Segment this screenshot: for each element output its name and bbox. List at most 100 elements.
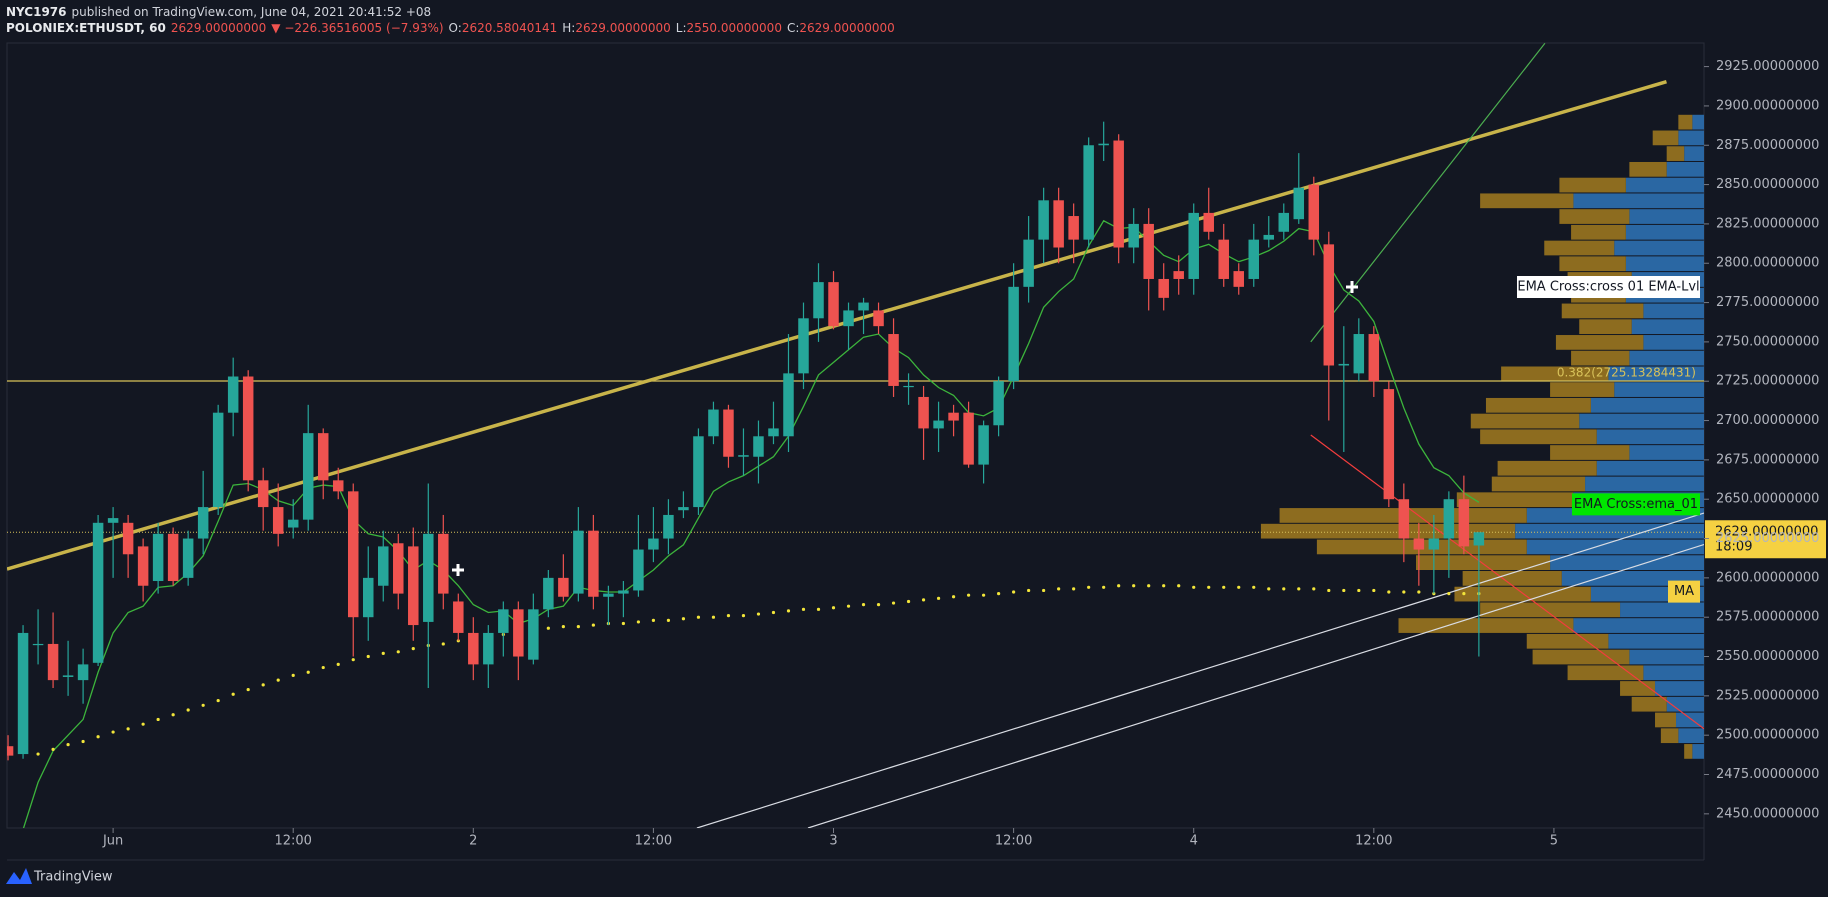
- publish-line: NYC1976 published on TradingView.com, Ju…: [6, 5, 431, 19]
- profile-up: [1629, 445, 1704, 460]
- profile-down: [1485, 397, 1591, 413]
- candle-body: [1308, 184, 1320, 240]
- candle-body: [1443, 499, 1455, 539]
- profile-down: [1470, 413, 1580, 429]
- profile-up: [1678, 130, 1704, 146]
- profile-up: [1629, 350, 1704, 366]
- ma-dot: [96, 735, 100, 739]
- ma-dot: [111, 730, 115, 734]
- candle-body: [122, 522, 134, 555]
- candle-body: [227, 376, 239, 413]
- ma-dot: [1072, 587, 1076, 591]
- profile-down: [1526, 633, 1609, 649]
- ma-dot: [156, 717, 160, 722]
- ohlc-label: H:: [562, 21, 576, 35]
- candle-body: [408, 546, 419, 626]
- candle-body: [513, 609, 524, 657]
- y-tick-label: 2850.00000000: [1716, 177, 1819, 192]
- ma-dot: [1207, 585, 1211, 589]
- profile-down: [1480, 602, 1621, 618]
- y-tick-label: 2625.00000000: [1716, 531, 1819, 546]
- ma-dot: [411, 647, 415, 651]
- signal-label-box: [1517, 276, 1700, 298]
- ma-dot: [291, 673, 295, 678]
- ma-dot: [1327, 588, 1331, 593]
- profile-down: [1567, 665, 1644, 681]
- candle-body: [648, 538, 659, 550]
- candle-body: [963, 412, 974, 465]
- profile-down: [1544, 240, 1615, 256]
- candle-body: [212, 412, 224, 508]
- candle-body: [1398, 499, 1410, 539]
- x-tick-label: 12:00: [274, 834, 311, 849]
- candle-body: [332, 480, 344, 492]
- candle-body: [167, 533, 179, 582]
- candle-body: [1113, 140, 1124, 248]
- candle-body: [993, 381, 1004, 426]
- y-tick-label: 2575.00000000: [1716, 610, 1819, 625]
- candle-body: [1368, 334, 1380, 382]
- y-tick-label: 2525.00000000: [1716, 688, 1819, 703]
- ma-dot: [216, 698, 220, 703]
- ma-label-box: [1668, 580, 1700, 603]
- profile-down: [1559, 209, 1630, 224]
- ema-label: EMA Cross:ema_01: [1574, 497, 1698, 512]
- ma-dot: [1177, 584, 1181, 588]
- profile-down: [1620, 681, 1656, 696]
- candle-body: [1008, 286, 1019, 382]
- ohlc-value: 2629.00000000: [575, 21, 671, 35]
- ma-dot: [1162, 584, 1166, 588]
- candle-body: [633, 549, 644, 591]
- profile-up: [1625, 224, 1704, 240]
- ma-dot: [456, 639, 460, 643]
- profile-up: [1573, 193, 1704, 209]
- profile-up: [1579, 413, 1704, 429]
- labels: 0.382(2725.13284431) EMA Cross:cross 01 E…: [1517, 276, 1826, 603]
- ma-dot: [561, 625, 565, 629]
- candle-body: [393, 543, 404, 594]
- publish-info: published on TradingView.com, June 04, 2…: [71, 5, 432, 19]
- x-tick-label: 12:00: [995, 834, 1032, 849]
- candle-body: [933, 420, 944, 429]
- x-tick-label: 4: [1190, 834, 1198, 849]
- ma-dot: [336, 662, 340, 666]
- profile-up: [1596, 460, 1704, 476]
- ma-dot: [171, 713, 175, 717]
- candle-body: [1473, 532, 1485, 546]
- ma-dot: [1132, 584, 1136, 588]
- ohlc-item: H:2629.00000000: [562, 21, 671, 35]
- candle-body: [1023, 239, 1034, 287]
- candle-body: [483, 632, 494, 665]
- ma-dot: [1297, 587, 1301, 591]
- y-tick-label: 2600.00000000: [1716, 570, 1819, 585]
- ma-dot: [1237, 585, 1241, 589]
- ma-dot: [441, 642, 445, 646]
- x-tick-label: 12:00: [1355, 834, 1392, 849]
- ma-dot: [696, 615, 701, 619]
- profile-down: [1652, 130, 1679, 146]
- profile-down: [1497, 460, 1597, 476]
- candle-body: [152, 533, 164, 582]
- profile-down: [1456, 492, 1574, 508]
- candle-body: [693, 436, 704, 508]
- price-change: ▼ −226.36516005 (−7.93%): [271, 21, 444, 35]
- profile-down: [1684, 744, 1693, 759]
- candle-body: [378, 546, 389, 586]
- profile-down: [1629, 161, 1667, 177]
- candle-body: [768, 428, 779, 437]
- candle-body: [618, 590, 629, 594]
- profile-up: [1629, 209, 1704, 224]
- ma-dot: [1057, 587, 1061, 591]
- y-tick-label: 2875.00000000: [1716, 138, 1819, 153]
- ma-dot: [246, 687, 250, 692]
- y-tick-label: 2750.00000000: [1716, 334, 1819, 349]
- candle-body: [828, 282, 839, 327]
- profile-up: [1631, 319, 1704, 335]
- y-tick-label: 2700.00000000: [1716, 413, 1819, 428]
- ma-dot: [306, 670, 310, 674]
- profile-down: [1559, 256, 1626, 272]
- candle-body: [573, 530, 584, 594]
- signal-cross: [1346, 281, 1358, 293]
- candle-body: [603, 593, 614, 597]
- profile-down: [1561, 303, 1644, 319]
